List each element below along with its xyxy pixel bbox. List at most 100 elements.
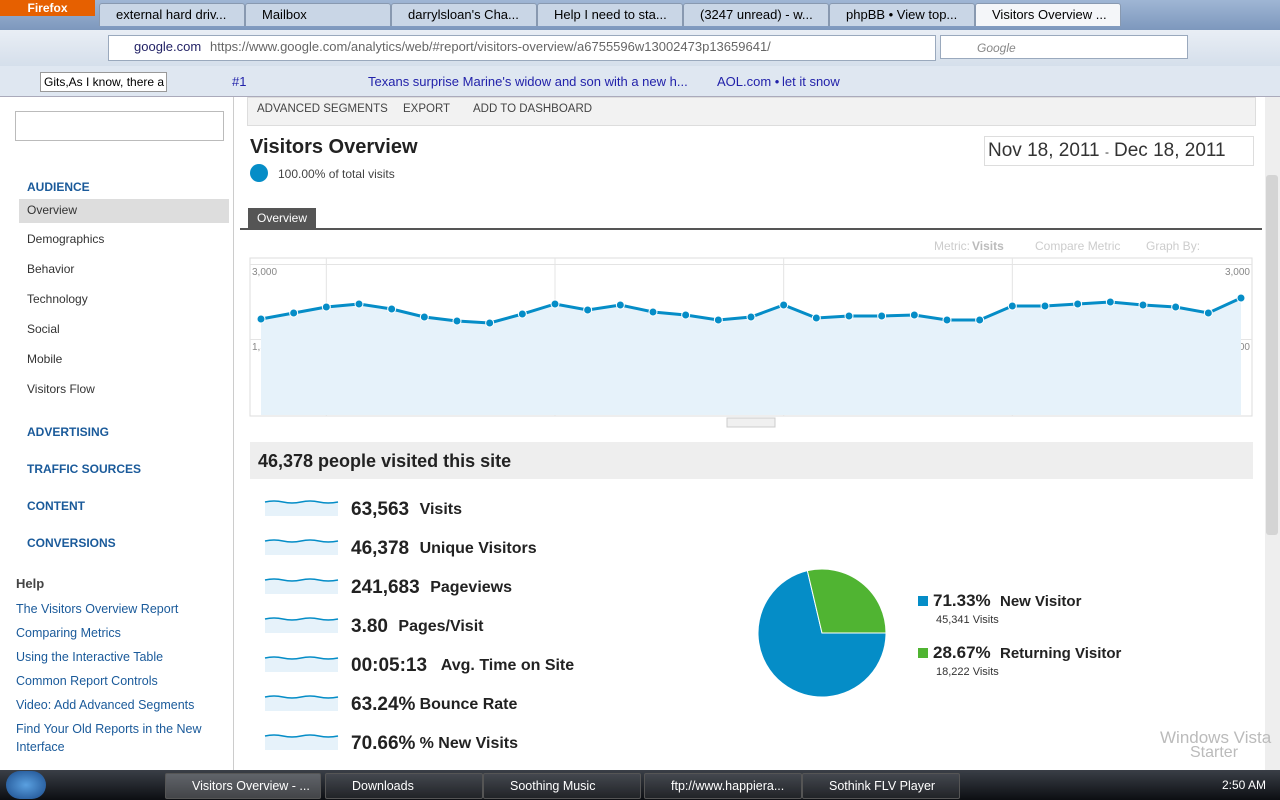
nav-item[interactable]: Technology xyxy=(27,292,88,306)
help-link[interactable]: Common Report Controls xyxy=(16,674,158,688)
toolbar-search[interactable]: Gits,As I know, there a xyxy=(40,72,167,92)
graph-by: Graph By: xyxy=(1146,239,1201,253)
help-link[interactable]: Comparing Metrics xyxy=(16,626,121,640)
metric-value: 63.24% xyxy=(351,694,416,715)
firefox-menu[interactable]: Firefox xyxy=(0,0,95,16)
watermark: Windows Vista xyxy=(1160,728,1272,747)
point xyxy=(517,309,527,319)
nav-item[interactable]: Demographics xyxy=(27,232,105,246)
nav-item[interactable]: Behavior xyxy=(27,262,75,276)
nav-item[interactable]: Visitors Flow xyxy=(27,382,95,396)
point xyxy=(1171,302,1181,312)
taskbar-item[interactable]: ftp://www.happiera... xyxy=(644,773,802,799)
taskbar-item[interactable]: Visitors Overview - ... xyxy=(165,773,321,799)
metric-value: 00:05:13 xyxy=(351,655,428,676)
sparkline xyxy=(264,656,339,660)
address-bar[interactable] xyxy=(108,35,936,61)
point xyxy=(942,315,952,325)
date-start: Nov 18, 2011 xyxy=(988,140,1100,161)
browser-tab[interactable]: (3247 unread) - w... xyxy=(683,3,829,26)
browser-tab[interactable]: Visitors Overview ... xyxy=(975,3,1121,26)
metric-value: 46,378 xyxy=(351,538,410,559)
compare-metric[interactable]: Compare Metric xyxy=(1035,239,1121,253)
legend-detail: 18,222 Visits xyxy=(936,666,999,678)
legend-label: Returning Visitor xyxy=(1000,645,1122,662)
legend-label: New Visitor xyxy=(1000,593,1082,610)
point xyxy=(975,315,985,325)
point xyxy=(844,311,854,321)
sparkline-bg xyxy=(265,541,338,555)
metric-label: Unique Visitors xyxy=(419,540,537,557)
taskbar-item[interactable]: Downloads xyxy=(325,773,483,799)
summary: 46,378 people visited this site xyxy=(258,451,512,471)
point xyxy=(1138,300,1148,310)
site-identity[interactable]: google.com xyxy=(134,39,202,54)
clock: 2:50 AM xyxy=(1222,778,1267,792)
metric-label: Pageviews xyxy=(430,579,513,596)
sparkline xyxy=(264,695,339,699)
browser-tab[interactable]: Mailbox xyxy=(245,3,391,26)
browser-tab[interactable]: phpBB • View top... xyxy=(829,3,975,26)
point xyxy=(354,299,364,309)
point xyxy=(877,311,887,321)
metric-label: Metric: xyxy=(934,239,970,253)
nav-section[interactable]: CONVERSIONS xyxy=(27,536,116,550)
report-button[interactable]: EXPORT xyxy=(403,103,451,115)
sparkline xyxy=(264,500,339,504)
point xyxy=(1236,293,1246,303)
browser-tab[interactable]: external hard driv... xyxy=(99,3,245,26)
help-link[interactable]: The Visitors Overview Report xyxy=(16,602,179,616)
help-link[interactable]: Video: Add Advanced Segments xyxy=(16,698,195,712)
nav-section[interactable]: ADVERTISING xyxy=(27,425,110,439)
point xyxy=(615,300,625,310)
nav-section[interactable]: CONTENT xyxy=(27,499,85,513)
metric-name[interactable]: Visits xyxy=(972,239,1004,253)
date-end: Dec 18, 2011 xyxy=(1114,140,1226,161)
help-title: Help xyxy=(16,576,45,591)
segment-dot xyxy=(250,164,268,182)
taskbar-item[interactable]: Sothink FLV Player xyxy=(802,773,960,799)
sidebar-search[interactable] xyxy=(15,111,224,141)
report-button[interactable]: ADD TO DASHBOARD xyxy=(473,103,593,115)
point xyxy=(909,310,919,320)
date-box[interactable] xyxy=(984,136,1254,166)
point xyxy=(746,312,756,322)
browser-tab[interactable]: darrylsloan's Cha... xyxy=(391,3,537,26)
nav-item[interactable]: Mobile xyxy=(27,352,63,366)
point xyxy=(419,312,429,322)
nav-section[interactable]: AUDIENCE xyxy=(27,180,90,194)
overview-tab[interactable]: Overview xyxy=(248,208,316,228)
help-link[interactable]: Find Your Old Reports in the New Interfa… xyxy=(16,722,202,754)
sparkline-bg xyxy=(265,619,338,633)
point xyxy=(1073,299,1083,309)
report-button[interactable]: ADVANCED SEGMENTS xyxy=(257,103,388,115)
pie-slice xyxy=(757,570,887,698)
point xyxy=(1105,297,1115,307)
pie-value-label: 71.33% xyxy=(933,591,991,610)
headline[interactable]: Texans surprise Marine's widow and son w… xyxy=(368,74,688,89)
scroll-thumb[interactable] xyxy=(1266,175,1278,535)
bookmark-link[interactable]: let it snow xyxy=(782,74,840,89)
legend-detail: 45,341 Visits xyxy=(936,614,999,626)
nav-item[interactable]: Overview xyxy=(27,203,78,217)
help-link[interactable]: Using the Interactive Table xyxy=(16,650,164,664)
plot-frame xyxy=(249,257,1253,417)
start-button[interactable] xyxy=(6,771,46,799)
taskbar-item[interactable]: Soothing Music xyxy=(483,773,641,799)
point xyxy=(485,318,495,328)
pie-value-label: 28.67% xyxy=(933,643,991,662)
browser-tab[interactable]: Help I need to sta... xyxy=(537,3,683,26)
bookmark-link[interactable]: AOL.com • xyxy=(717,74,780,89)
legend-swatch xyxy=(918,648,928,658)
nav-section[interactable]: TRAFFIC SOURCES xyxy=(27,462,141,476)
report-title: Visitors Overview xyxy=(250,136,418,158)
nav-item[interactable]: Social xyxy=(27,322,60,336)
nav-selected-bg xyxy=(19,199,229,223)
sparkline xyxy=(264,617,339,621)
resize-handle xyxy=(726,417,776,428)
sparkline-bg xyxy=(265,658,338,672)
y-tick-label: 3,000 xyxy=(252,267,277,278)
metric-value: 3.80 xyxy=(351,616,388,637)
search-box[interactable]: Google xyxy=(940,35,1188,59)
sparkline-bg xyxy=(265,736,338,750)
